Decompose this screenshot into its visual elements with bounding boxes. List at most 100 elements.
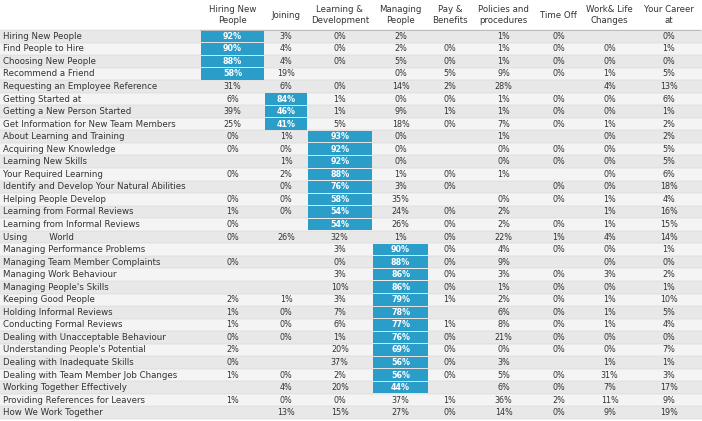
Text: 2%: 2%: [497, 295, 510, 304]
Text: 0%: 0%: [444, 95, 456, 104]
Text: Managing Team Member Complaints: Managing Team Member Complaints: [3, 258, 161, 266]
Bar: [373, 319, 428, 330]
Text: 1%: 1%: [226, 370, 239, 380]
Text: 35%: 35%: [392, 195, 409, 204]
Text: 1%: 1%: [497, 283, 510, 292]
Text: 3%: 3%: [497, 270, 510, 279]
Text: 32%: 32%: [331, 232, 349, 242]
Text: 0%: 0%: [444, 57, 456, 66]
Text: 4%: 4%: [280, 44, 293, 53]
Text: 0%: 0%: [444, 245, 456, 254]
Text: 1%: 1%: [663, 107, 675, 116]
Text: 2%: 2%: [497, 208, 510, 216]
Text: 1%: 1%: [663, 358, 675, 367]
Text: 22%: 22%: [495, 232, 512, 242]
Bar: [0, 306, 702, 319]
Text: 0%: 0%: [333, 44, 346, 53]
Text: 31%: 31%: [601, 370, 618, 380]
Text: 0%: 0%: [552, 69, 565, 78]
Text: 58%: 58%: [223, 69, 242, 78]
Text: 10%: 10%: [331, 283, 349, 292]
Text: 6%: 6%: [663, 95, 675, 104]
Text: 0%: 0%: [552, 383, 565, 392]
Bar: [201, 68, 265, 80]
Text: 5%: 5%: [663, 157, 675, 166]
Text: 92%: 92%: [330, 145, 350, 154]
Bar: [0, 356, 702, 369]
Text: 37%: 37%: [331, 358, 349, 367]
Text: 0%: 0%: [552, 44, 565, 53]
Text: Your Career
at: Your Career at: [644, 5, 694, 25]
Text: 0%: 0%: [603, 95, 616, 104]
Text: 9%: 9%: [394, 107, 407, 116]
Text: 0%: 0%: [226, 258, 239, 266]
Text: Providing References for Leavers: Providing References for Leavers: [3, 396, 145, 405]
Text: 0%: 0%: [603, 170, 616, 179]
Text: 0%: 0%: [552, 57, 565, 66]
Text: 41%: 41%: [277, 120, 296, 128]
Text: 0%: 0%: [444, 120, 456, 128]
Text: 92%: 92%: [223, 32, 242, 41]
Text: 2%: 2%: [497, 220, 510, 229]
Text: Work& Life
Changes: Work& Life Changes: [586, 5, 633, 25]
Text: 1%: 1%: [497, 32, 510, 41]
Text: 3%: 3%: [333, 295, 346, 304]
Text: 1%: 1%: [333, 333, 346, 342]
Bar: [0, 155, 702, 168]
Text: 1%: 1%: [603, 220, 616, 229]
Text: 46%: 46%: [277, 107, 296, 116]
Text: Your Required Learning: Your Required Learning: [3, 170, 103, 179]
Bar: [265, 93, 307, 105]
Text: 3%: 3%: [333, 245, 346, 254]
Bar: [373, 282, 428, 293]
Text: 0%: 0%: [444, 283, 456, 292]
Text: 1%: 1%: [280, 157, 293, 166]
Text: 0%: 0%: [603, 258, 616, 266]
Text: 1%: 1%: [663, 283, 675, 292]
Text: Learning &
Development: Learning & Development: [311, 5, 369, 25]
Bar: [373, 382, 428, 393]
Text: 0%: 0%: [226, 333, 239, 342]
Text: 3%: 3%: [280, 32, 293, 41]
Bar: [0, 293, 702, 306]
Text: 0%: 0%: [663, 258, 675, 266]
Bar: [0, 218, 702, 231]
Text: 5%: 5%: [444, 69, 456, 78]
Text: 13%: 13%: [660, 82, 678, 91]
Text: 3%: 3%: [663, 370, 675, 380]
Text: Understanding People's Potential: Understanding People's Potential: [3, 346, 146, 354]
Bar: [0, 256, 702, 269]
Text: 4%: 4%: [280, 383, 293, 392]
Text: Dealing with Team Member Job Changes: Dealing with Team Member Job Changes: [3, 370, 177, 380]
Bar: [0, 369, 702, 381]
Bar: [373, 244, 428, 256]
Bar: [308, 181, 372, 193]
Text: Hiring New People: Hiring New People: [3, 32, 82, 41]
Text: 0%: 0%: [395, 95, 407, 104]
Text: 0%: 0%: [552, 295, 565, 304]
Text: 0%: 0%: [333, 396, 346, 405]
Text: 0%: 0%: [444, 370, 456, 380]
Text: 0%: 0%: [444, 270, 456, 279]
Text: Managing Performance Problems: Managing Performance Problems: [3, 245, 145, 254]
Text: 7%: 7%: [663, 346, 675, 354]
Text: 77%: 77%: [391, 320, 410, 329]
Bar: [0, 231, 702, 243]
Text: 1%: 1%: [395, 170, 407, 179]
Bar: [373, 256, 428, 268]
Text: 90%: 90%: [223, 44, 242, 53]
Bar: [201, 30, 265, 42]
Text: 1%: 1%: [603, 69, 616, 78]
Text: 78%: 78%: [391, 308, 410, 317]
Bar: [308, 206, 372, 218]
Text: 0%: 0%: [552, 145, 565, 154]
Text: 9%: 9%: [663, 396, 675, 405]
Bar: [0, 168, 702, 181]
Text: 9%: 9%: [497, 69, 510, 78]
Text: 6%: 6%: [226, 95, 239, 104]
Text: 0%: 0%: [444, 220, 456, 229]
Text: Conducting Formal Reviews: Conducting Formal Reviews: [3, 320, 123, 329]
Text: 0%: 0%: [552, 320, 565, 329]
Text: 0%: 0%: [552, 195, 565, 204]
Text: 0%: 0%: [395, 145, 407, 154]
